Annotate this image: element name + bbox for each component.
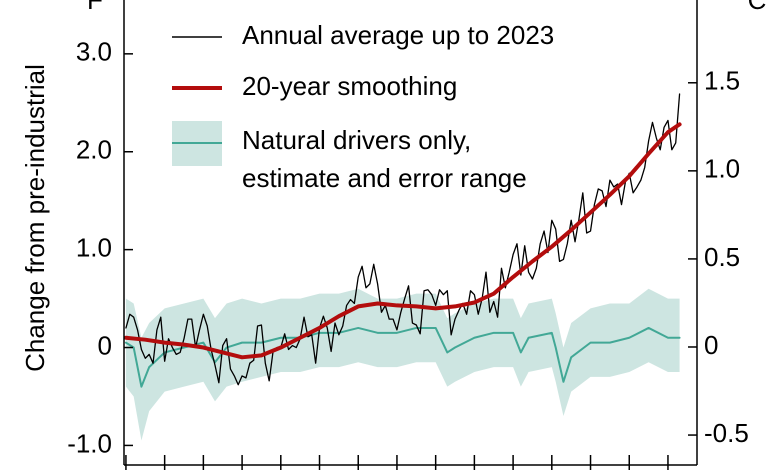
series-line bbox=[123, 122, 682, 360]
error-band bbox=[125, 288, 680, 441]
y2-tick-label: 0 bbox=[704, 330, 718, 360]
series-line bbox=[124, 326, 681, 388]
legend-label: Natural drivers only, bbox=[242, 125, 471, 155]
y2-tick-label: -0.5 bbox=[704, 418, 749, 448]
legend-label: estimate and error range bbox=[242, 163, 527, 193]
y-tick-label: 3.0 bbox=[76, 37, 112, 67]
y2-tick-label: 0.5 bbox=[704, 242, 740, 272]
y-tick-label: 2.0 bbox=[76, 135, 112, 165]
legend-label: 20-year smoothing bbox=[242, 71, 457, 101]
y-unit: F bbox=[87, 0, 103, 15]
plot bbox=[123, 93, 682, 441]
y2-tick-label: 1.0 bbox=[704, 154, 740, 184]
legend-label: Annual average up to 2023 bbox=[242, 20, 554, 50]
y-tick-label: 0 bbox=[98, 330, 112, 360]
y2-unit: C bbox=[748, 0, 767, 15]
y2-tick-label: 1.5 bbox=[704, 66, 740, 96]
y-tick-label: -1.0 bbox=[67, 428, 112, 458]
y-axis-label: Change from pre-industrial bbox=[20, 64, 50, 372]
y-tick-label: 1.0 bbox=[76, 233, 112, 263]
